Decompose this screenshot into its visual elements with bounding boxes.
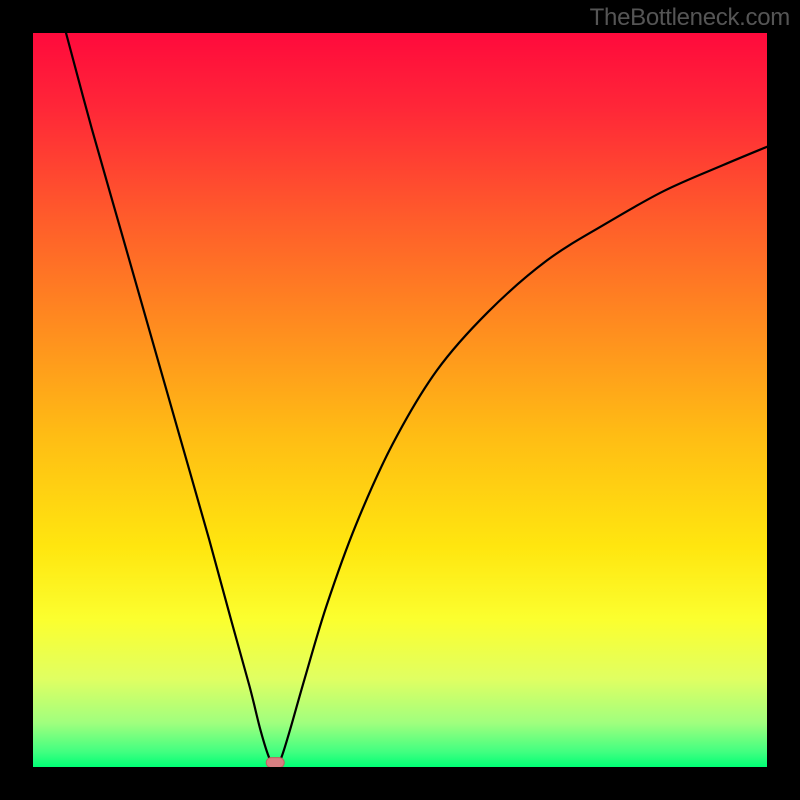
plot-background bbox=[33, 33, 767, 767]
chart-svg bbox=[0, 0, 800, 800]
bottleneck-chart: TheBottleneck.com bbox=[0, 0, 800, 800]
watermark-text: TheBottleneck.com bbox=[590, 4, 790, 32]
optimum-marker bbox=[266, 758, 284, 768]
